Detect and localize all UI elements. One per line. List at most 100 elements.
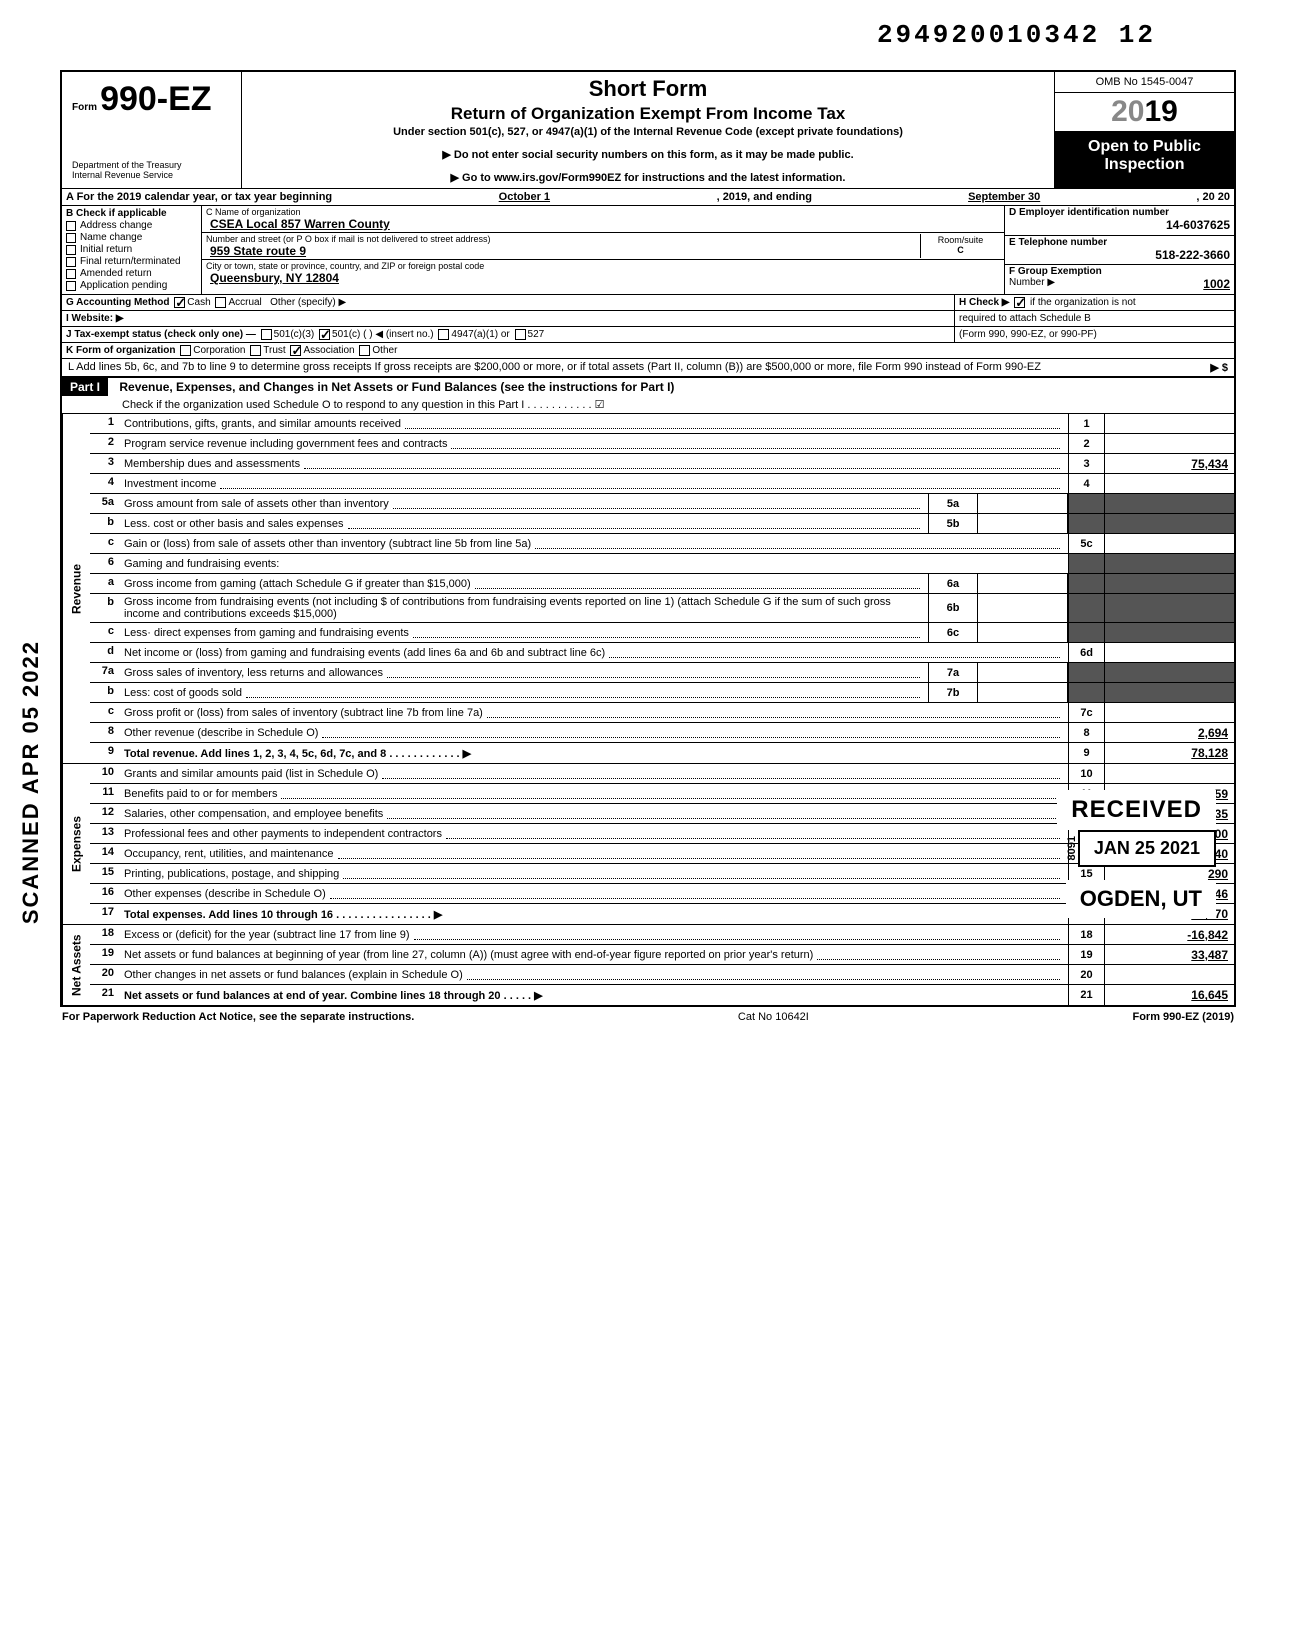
num-cell: [1068, 554, 1104, 573]
h-text2: if the organization is not: [1030, 297, 1136, 308]
val-cell: [1104, 965, 1234, 984]
cb-label: Final return/terminated: [80, 256, 181, 267]
ogden-stamp: OGDEN, UT: [1066, 880, 1216, 918]
num-cell: [1068, 683, 1104, 702]
document-id: 294920010342 12: [60, 20, 1236, 50]
scanned-stamp: SCANNED APR 05 2022: [18, 640, 44, 924]
cb-initial-return[interactable]: Initial return: [66, 244, 197, 255]
tax-year-end-month: September 30: [818, 191, 1190, 203]
cb-cash[interactable]: [174, 297, 185, 308]
cb-application-pending[interactable]: Application pending: [66, 280, 197, 291]
part-1-check-text: Check if the organization used Schedule …: [62, 396, 1234, 413]
org-name-label: C Name of organization: [206, 207, 1000, 217]
form-line-10: 10Grants and similar amounts paid (list …: [90, 764, 1234, 784]
insert-no-label: ) ◀ (insert no.): [369, 329, 433, 340]
inner-val: [978, 574, 1068, 593]
part-1-heading: Revenue, Expenses, and Changes in Net As…: [111, 380, 674, 394]
form-prefix: Form: [72, 102, 97, 113]
cb-501c[interactable]: [319, 329, 330, 340]
line-text: Other revenue (describe in Schedule O): [120, 723, 1068, 742]
org-addr-value: 959 State route 9: [206, 244, 920, 258]
form-line-19: 19Net assets or fund balances at beginni…: [90, 945, 1234, 965]
line-num: 10: [90, 764, 120, 783]
cb-final-return[interactable]: Final return/terminated: [66, 256, 197, 267]
org-addr-label: Number and street (or P O box if mail is…: [206, 234, 920, 244]
cb-schedule-b-not-required[interactable]: [1014, 297, 1025, 308]
line-num: 11: [90, 784, 120, 803]
num-cell: 18: [1068, 925, 1104, 944]
form-line-6: 6Gaming and fundraising events:: [90, 554, 1234, 574]
cb-accrual[interactable]: [215, 297, 226, 308]
inner-val: [978, 683, 1068, 702]
line-num: 19: [90, 945, 120, 964]
line-text: Grants and similar amounts paid (list in…: [120, 764, 1068, 783]
cb-other-org[interactable]: [359, 345, 370, 356]
cb-amended-return[interactable]: Amended return: [66, 268, 197, 279]
cb-527[interactable]: [515, 329, 526, 340]
val-cell: 33,487: [1104, 945, 1234, 964]
inner-val: [978, 663, 1068, 682]
cb-address-change[interactable]: Address change: [66, 220, 197, 231]
501c3-label: 501(c)(3): [274, 329, 315, 340]
date-stamp: 8091 JAN 25 2021: [1078, 830, 1216, 867]
form-line-7a: 7aGross sales of inventory, less returns…: [90, 663, 1234, 683]
form-line-20: 20Other changes in net assets or fund ba…: [90, 965, 1234, 985]
form-title: Short Form: [248, 76, 1048, 102]
form-line-5a: 5aGross amount from sale of assets other…: [90, 494, 1234, 514]
inner-num: 5a: [928, 494, 978, 513]
ein-value: 14-6037625: [1009, 218, 1230, 232]
num-cell: 9: [1068, 743, 1104, 763]
num-cell: [1068, 623, 1104, 642]
cb-association[interactable]: [290, 345, 301, 356]
line-num: 1: [90, 414, 120, 433]
row-j: J Tax-exempt status (check only one) — 5…: [60, 327, 1236, 343]
form-line-b: bLess: cost of goods sold7b: [90, 683, 1234, 703]
website-label: I Website: ▶: [62, 311, 954, 326]
assoc-label: Association: [303, 345, 354, 356]
row-a-tax-year: A For the 2019 calendar year, or tax yea…: [60, 188, 1236, 206]
org-city-label: City or town, state or province, country…: [206, 261, 1000, 271]
cb-4947[interactable]: [438, 329, 449, 340]
num-cell: 20: [1068, 965, 1104, 984]
form-line-15: 15Printing, publications, postage, and s…: [90, 864, 1234, 884]
stamp-date-text: JAN 25 2021: [1094, 838, 1200, 858]
inner-num: 7b: [928, 683, 978, 702]
tax-year-end-year: , 20 20: [1196, 191, 1230, 203]
h-check-label: H Check ▶: [959, 297, 1009, 308]
part-1-label: Part I: [62, 378, 108, 396]
inner-num: 6b: [928, 594, 978, 622]
num-cell: 8: [1068, 723, 1104, 742]
row-h: H Check ▶ if the organization is not: [954, 295, 1234, 310]
line-text: Occupancy, rent, utilities, and maintena…: [120, 844, 1068, 863]
val-cell: 2,694: [1104, 723, 1234, 742]
cb-trust[interactable]: [250, 345, 261, 356]
num-cell: 21: [1068, 985, 1104, 1005]
line-num: c: [90, 534, 120, 553]
group-number-label: Number ▶: [1009, 277, 1055, 291]
h-text4: (Form 990, 990-EZ, or 990-PF): [954, 327, 1234, 342]
cb-501c3[interactable]: [261, 329, 272, 340]
val-cell: [1104, 594, 1234, 622]
footer-right: Form 990-EZ (2019): [1132, 1011, 1234, 1023]
header-right: OMB No 1545-0047 2019 Open to Public Ins…: [1054, 72, 1234, 188]
inner-val: [978, 514, 1068, 533]
group-number-value: 1002: [1203, 277, 1230, 291]
inner-num: 5b: [928, 514, 978, 533]
form-line-a: aGross income from gaming (attach Schedu…: [90, 574, 1234, 594]
row-l-text: L Add lines 5b, 6c, and 7b to line 9 to …: [68, 361, 1078, 374]
line-text: Membership dues and assessments: [120, 454, 1068, 473]
line-text: Gain or (loss) from sale of assets other…: [120, 534, 1068, 553]
form-of-org-label: K Form of organization: [66, 345, 175, 356]
form-line-21: 21Net assets or fund balances at end of …: [90, 985, 1234, 1005]
form-line-b: bGross income from fundraising events (n…: [90, 594, 1234, 623]
received-stamp: RECEIVED: [1057, 790, 1216, 830]
val-cell: [1104, 683, 1234, 702]
row-l-arrow: ▶ $: [1078, 361, 1228, 374]
accrual-label: Accrual: [228, 297, 261, 308]
row-l: L Add lines 5b, 6c, and 7b to line 9 to …: [60, 359, 1236, 378]
line-num: 21: [90, 985, 120, 1005]
line-num: b: [90, 683, 120, 702]
inspection-line1: Open to Public: [1057, 138, 1232, 156]
cb-name-change[interactable]: Name change: [66, 232, 197, 243]
cb-corporation[interactable]: [180, 345, 191, 356]
